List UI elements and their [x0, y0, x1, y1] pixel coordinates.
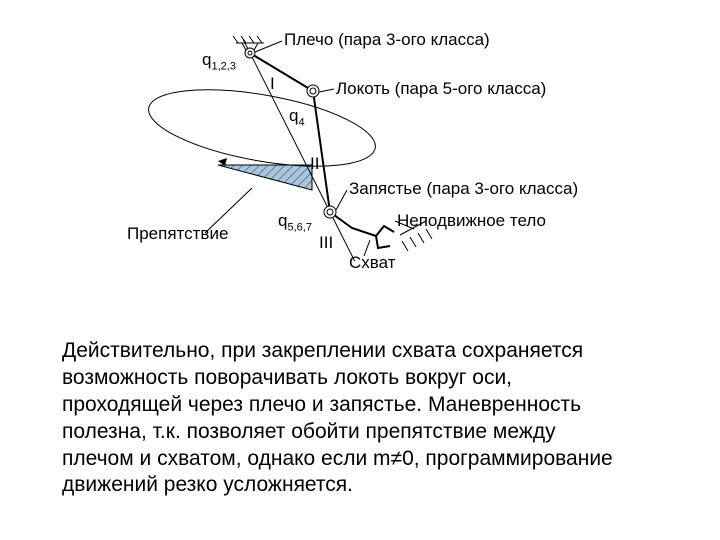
roman-II: II [310, 155, 319, 174]
roman-III: III [319, 234, 333, 253]
q4-label: q4 [289, 107, 305, 128]
shoulder-label: Плечо (пара 3-ого класса) [284, 31, 490, 50]
roman-I: I [270, 75, 275, 94]
link-3 [330, 212, 376, 236]
leader-wrist [336, 190, 347, 210]
q567-label: q5,6,7 [278, 212, 312, 233]
gripper-label: Схват [349, 254, 395, 273]
elbow-label: Локоть (пара 5-ого класса) [336, 80, 546, 99]
description-text: Действительно, при закреплении схвата со… [62, 338, 622, 499]
obstacle-label: Препятствие [127, 225, 228, 244]
elbow-joint [307, 85, 319, 97]
wrist-label: Запястье (пара 3-ого класса) [349, 180, 578, 199]
leader-elbow [319, 89, 334, 92]
obstacle-shape [218, 165, 312, 190]
base-hatch-icon [233, 36, 264, 43]
q123-label: q1,2,3 [202, 51, 236, 72]
gripper-icon [376, 226, 394, 248]
wrist-joint [324, 206, 336, 218]
shoulder-joint [245, 48, 255, 58]
body-label: Неподвижное тело [397, 212, 546, 231]
